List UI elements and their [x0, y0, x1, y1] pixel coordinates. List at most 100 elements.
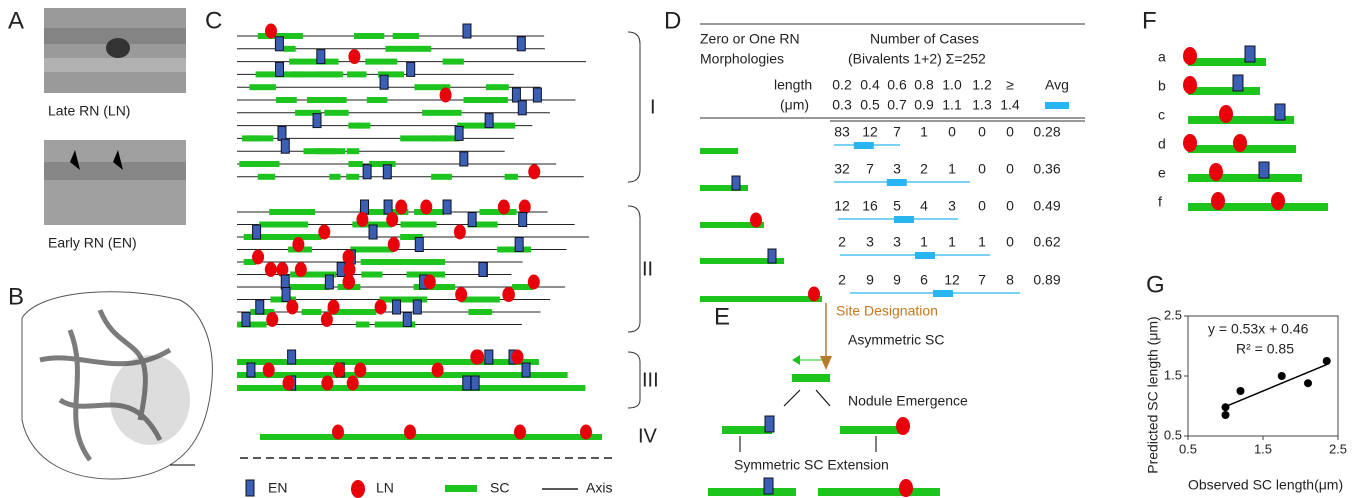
sc: [304, 148, 346, 154]
sc: [307, 97, 347, 103]
ln: [266, 312, 278, 327]
x-tick-label: 0.5: [1179, 441, 1197, 456]
cell: 12: [944, 272, 960, 288]
cell: 3: [893, 234, 901, 250]
point: [1237, 387, 1245, 395]
bin-top: 0.2: [832, 77, 852, 93]
bin-bottom: 0.9: [914, 97, 934, 113]
panel-label: D: [664, 7, 681, 34]
avg-bar: [915, 252, 935, 259]
ln: [388, 237, 400, 252]
sc: [431, 135, 448, 141]
point: [1278, 372, 1286, 380]
sc: [269, 209, 315, 215]
sc: [443, 59, 464, 65]
header: Morphologies: [700, 51, 784, 67]
sc: [367, 97, 388, 103]
row-label: a: [1158, 49, 1166, 65]
en: [393, 300, 401, 314]
cell: 0: [978, 161, 986, 177]
en: [460, 152, 468, 166]
ln: [343, 275, 355, 290]
label: Asymmetric SC: [848, 332, 944, 348]
en: [485, 114, 493, 128]
group-label: II: [642, 258, 653, 280]
sc: [417, 259, 445, 265]
sc: [348, 161, 362, 167]
panel-label: A: [8, 7, 24, 34]
bin-bottom: 1.4: [1000, 97, 1020, 113]
y-tick-label: 1.5: [1164, 367, 1182, 382]
sc: [237, 359, 539, 365]
cell: 0: [1006, 124, 1014, 140]
sc: [276, 97, 297, 103]
sc: [505, 174, 518, 180]
cell: 6: [920, 272, 928, 288]
ln: [512, 350, 524, 365]
sc: [464, 97, 508, 103]
sc: [259, 222, 308, 228]
ln: [1209, 163, 1223, 181]
avg-key: [1045, 102, 1069, 109]
ln: [1233, 134, 1247, 152]
sc: [361, 272, 382, 278]
sc: [818, 488, 940, 496]
ln: [899, 479, 913, 497]
y-tick-label: 2.5: [1164, 307, 1182, 322]
en: [407, 62, 415, 76]
ln: [286, 300, 298, 315]
cell: 9: [866, 272, 874, 288]
arrow: [816, 390, 830, 406]
bracket: [628, 352, 640, 408]
sc: [302, 309, 322, 315]
header: Number of Cases: [870, 31, 979, 47]
equation: y = 0.53x + 0.46: [1208, 321, 1309, 337]
ln: [321, 312, 333, 327]
r-squared: R² = 0.85: [1236, 341, 1294, 357]
ln: [263, 363, 275, 378]
ln: [750, 213, 762, 228]
en: [325, 275, 333, 289]
sc: [347, 148, 360, 154]
sc: [400, 135, 436, 141]
sc: [708, 488, 796, 496]
ln: [386, 212, 398, 227]
cell: 1: [920, 124, 928, 140]
micrograph-band: [44, 162, 186, 180]
en: [380, 75, 388, 89]
panel-label: E: [714, 303, 730, 330]
cell: 12: [862, 124, 878, 140]
ln: [356, 212, 368, 227]
en: [1275, 104, 1285, 120]
avg-bar: [894, 216, 914, 223]
ln: [404, 425, 416, 440]
label: Symmetric SC Extension: [734, 457, 889, 473]
sc: [700, 185, 748, 191]
en: [384, 200, 392, 214]
en: [518, 101, 526, 115]
ln: [455, 287, 467, 302]
panel-label: B: [8, 283, 24, 310]
en: [479, 263, 487, 277]
en: [519, 213, 527, 227]
bracket: [628, 32, 640, 182]
en: [485, 350, 493, 364]
en: [1245, 46, 1255, 62]
ln: [528, 275, 540, 290]
en: [361, 200, 369, 214]
ln: [1183, 134, 1197, 152]
avg-bar: [887, 179, 907, 186]
en: [765, 416, 774, 432]
en: [275, 37, 283, 51]
en: [768, 249, 776, 263]
bin-top: 0.4: [860, 77, 880, 93]
sc: [422, 110, 461, 116]
ln: [318, 225, 330, 240]
sc: [239, 161, 279, 167]
header: Avg: [1045, 77, 1069, 93]
ln: [1271, 192, 1285, 210]
ln: [265, 24, 277, 39]
nodule: [106, 38, 130, 58]
sc: [415, 46, 431, 52]
row-label: c: [1158, 107, 1165, 123]
